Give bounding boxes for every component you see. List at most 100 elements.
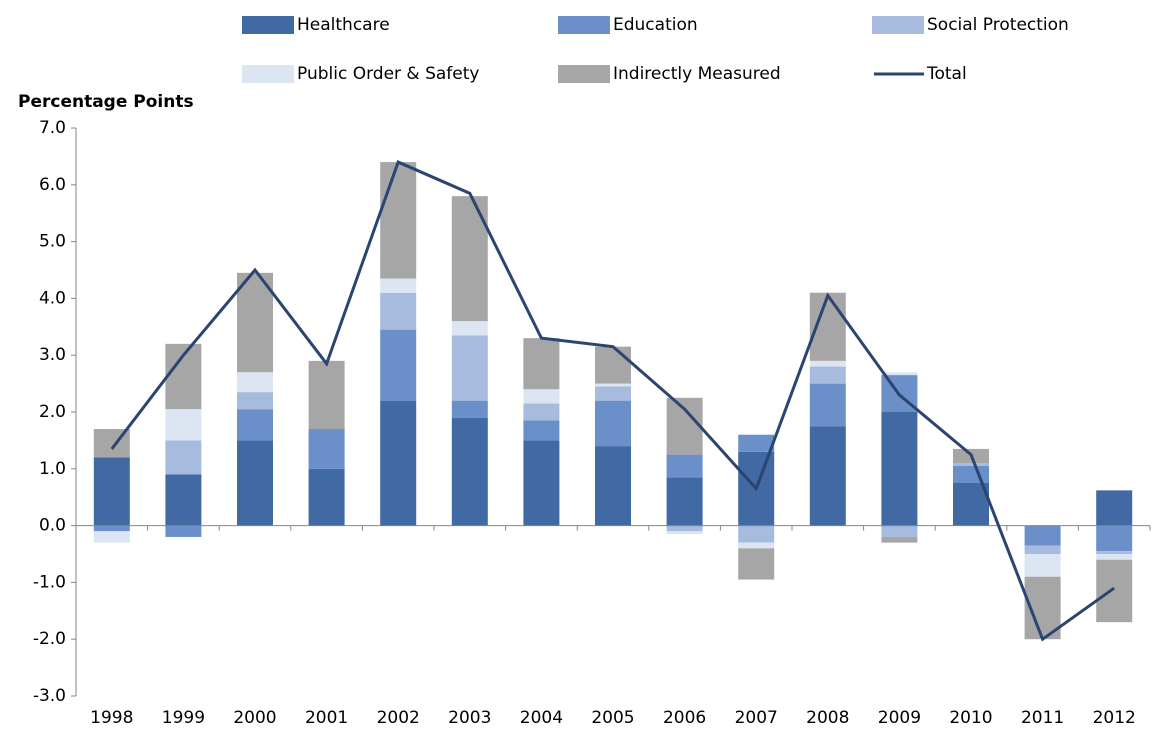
bar-segment (666, 525, 703, 532)
bar-segment (881, 536, 918, 543)
bar-segment (666, 477, 703, 526)
x-tick-label: 2006 (663, 708, 706, 728)
bar-segment (523, 440, 560, 526)
legend-swatch (242, 65, 294, 83)
x-tick-label: 2010 (949, 708, 992, 728)
y-tick-label: 1.0 (39, 459, 66, 479)
y-tick-label: -1.0 (33, 572, 66, 592)
bar-segment (380, 278, 417, 293)
y-axis-title: Percentage Points (18, 92, 194, 112)
legend-label: Total (926, 64, 967, 84)
bar-segment (881, 372, 918, 376)
bar-segment (523, 338, 560, 390)
bar-segment (881, 412, 918, 526)
x-tick-label: 2005 (591, 708, 634, 728)
bar-segment (1024, 554, 1061, 577)
bar-segment (809, 383, 846, 427)
bar-segment (451, 321, 488, 336)
bar-segment (881, 525, 918, 537)
bar-segment (93, 531, 130, 543)
bar-segment (1024, 545, 1061, 554)
bar-segment (1024, 525, 1061, 546)
bar-segment (451, 400, 488, 418)
x-tick-label: 2007 (735, 708, 778, 728)
bar-segment (953, 463, 989, 466)
bar-segment (380, 329, 417, 401)
bar-segment (165, 440, 202, 475)
y-tick-label: 3.0 (39, 345, 66, 365)
x-tick-label: 2008 (806, 708, 849, 728)
x-tick-label: 2009 (878, 708, 921, 728)
bar-segment (738, 542, 775, 549)
bar-segment (523, 420, 560, 441)
bar-segment (308, 468, 345, 526)
bar-segment (165, 474, 202, 526)
y-tick-label: 0.0 (39, 516, 66, 536)
legend-label: Education (613, 15, 698, 35)
bar-segment (308, 429, 345, 469)
bar-segment (595, 386, 631, 401)
legend-label: Indirectly Measured (613, 64, 781, 84)
legend-label: Healthcare (297, 15, 390, 35)
bar-segment (595, 400, 631, 447)
bar-segment (666, 531, 703, 535)
legend-swatch (558, 16, 610, 34)
bar-segment (738, 548, 775, 580)
bar-segment (595, 446, 631, 526)
legend-label: Public Order & Safety (297, 64, 479, 84)
bar-segment (165, 409, 202, 441)
bar-segment (380, 292, 417, 330)
x-tick-label: 2003 (448, 708, 491, 728)
bar-segment (523, 403, 560, 421)
bar-segment (237, 440, 273, 526)
bar-segment (165, 525, 202, 537)
bar-segment (809, 366, 846, 384)
bar-segment (666, 397, 703, 455)
bar-segment (1096, 551, 1133, 554)
bar-segment (380, 400, 417, 526)
y-tick-label: 7.0 (39, 118, 66, 138)
bar-segment (809, 426, 846, 526)
legend-swatch (872, 16, 924, 34)
y-tick-label: 6.0 (39, 175, 66, 195)
bar-segment (237, 372, 273, 393)
legend-swatch (558, 65, 610, 83)
x-tick-label: 2004 (520, 708, 563, 728)
bar-segment (451, 417, 488, 526)
bar-segment (953, 483, 989, 526)
x-tick-label: 2002 (377, 708, 420, 728)
bar-segment (451, 335, 488, 401)
bar-segment (237, 392, 273, 410)
total-line (110, 160, 1116, 642)
bar-segment (666, 454, 703, 478)
bar-segment (380, 162, 417, 279)
x-tick-label: 1998 (90, 708, 133, 728)
bar-segment (237, 409, 273, 441)
x-tick-label: 2012 (1093, 708, 1136, 728)
legend-swatch (242, 16, 294, 34)
bar-segment (237, 272, 273, 373)
bar-segment (523, 389, 560, 404)
x-tick-label: 1999 (162, 708, 205, 728)
bar-segment (738, 434, 775, 452)
bar-segment (93, 525, 130, 532)
y-tick-label: 2.0 (39, 402, 66, 422)
legend-label: Social Protection (927, 15, 1069, 35)
bar-segment (93, 457, 130, 526)
bar-segment (953, 465, 989, 483)
bar-segment (308, 360, 345, 430)
bar-segment (1096, 554, 1133, 560)
bar-segment (595, 346, 631, 384)
bar-segment (1096, 559, 1133, 623)
y-tick-label: -3.0 (33, 686, 66, 706)
y-tick-label: 4.0 (39, 288, 66, 308)
bar-segment (738, 525, 775, 543)
y-tick-label: 5.0 (39, 232, 66, 252)
x-tick-label: 2001 (305, 708, 348, 728)
bar-segment (809, 360, 846, 367)
bar-segment (595, 383, 631, 387)
bar-segment (451, 196, 488, 322)
x-tick-label: 2000 (233, 708, 276, 728)
x-tick-label: 2011 (1021, 708, 1064, 728)
